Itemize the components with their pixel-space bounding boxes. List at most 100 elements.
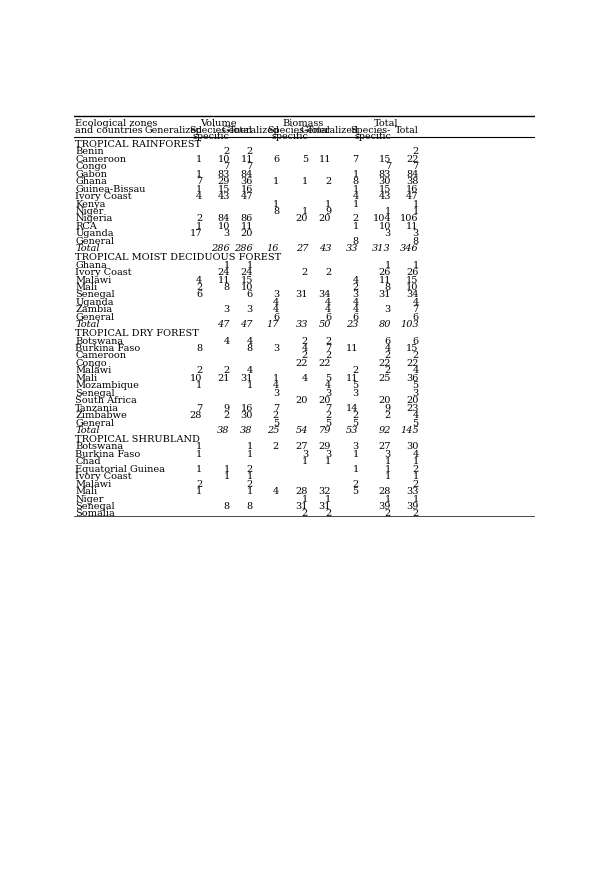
Text: 31: 31 — [241, 374, 253, 383]
Text: 79: 79 — [318, 426, 331, 435]
Text: 38: 38 — [241, 426, 253, 435]
Text: 2: 2 — [247, 480, 253, 488]
Text: 3: 3 — [352, 388, 359, 398]
Text: 11: 11 — [378, 275, 391, 284]
Text: 50: 50 — [318, 321, 331, 329]
Text: 1: 1 — [247, 381, 253, 390]
Text: 28: 28 — [190, 411, 202, 421]
Text: 1: 1 — [412, 261, 419, 269]
Text: 47: 47 — [406, 192, 419, 201]
Text: Ghana: Ghana — [75, 177, 107, 186]
Text: 2: 2 — [385, 351, 391, 361]
Text: TROPICAL DRY FOREST: TROPICAL DRY FOREST — [75, 329, 199, 338]
Text: 7: 7 — [352, 155, 359, 164]
Text: Uganda: Uganda — [75, 298, 113, 307]
Text: 1: 1 — [196, 442, 202, 451]
Text: 1: 1 — [352, 465, 359, 474]
Text: Species-: Species- — [268, 126, 308, 135]
Text: 286: 286 — [234, 244, 253, 254]
Text: 7: 7 — [196, 404, 202, 413]
Text: 346: 346 — [400, 244, 419, 254]
Text: 4: 4 — [412, 411, 419, 421]
Text: Botswana: Botswana — [75, 336, 124, 346]
Text: 4: 4 — [273, 488, 279, 496]
Text: 5: 5 — [302, 155, 308, 164]
Text: 34: 34 — [406, 290, 419, 300]
Text: 31: 31 — [296, 290, 308, 300]
Text: 3: 3 — [273, 290, 279, 300]
Text: 3: 3 — [325, 388, 331, 398]
Text: 43: 43 — [378, 192, 391, 201]
Text: 3: 3 — [352, 442, 359, 451]
Text: 3: 3 — [385, 229, 391, 238]
Text: 25: 25 — [378, 374, 391, 383]
Text: 17: 17 — [267, 321, 279, 329]
Text: 7: 7 — [247, 163, 253, 171]
Text: 11: 11 — [241, 155, 253, 164]
Text: Chad: Chad — [75, 457, 101, 467]
Text: 2: 2 — [196, 283, 202, 292]
Text: 6: 6 — [412, 336, 419, 346]
Text: 20: 20 — [296, 215, 308, 223]
Text: 28: 28 — [378, 488, 391, 496]
Text: 1: 1 — [196, 450, 202, 459]
Text: 2: 2 — [385, 411, 391, 421]
Text: 2: 2 — [352, 283, 359, 292]
Text: 1: 1 — [412, 200, 419, 209]
Text: 1: 1 — [196, 465, 202, 474]
Text: 2: 2 — [196, 367, 202, 375]
Text: 29: 29 — [319, 442, 331, 451]
Text: Total: Total — [307, 126, 331, 135]
Text: Nigeria: Nigeria — [75, 215, 112, 223]
Text: 22: 22 — [318, 359, 331, 368]
Text: 6: 6 — [385, 336, 391, 346]
Text: 2: 2 — [325, 411, 331, 421]
Text: 9: 9 — [385, 404, 391, 413]
Text: 1: 1 — [273, 374, 279, 383]
Text: 15: 15 — [378, 155, 391, 164]
Text: Total: Total — [374, 119, 399, 128]
Text: 4: 4 — [412, 298, 419, 307]
Text: 3: 3 — [273, 344, 279, 353]
Text: 47: 47 — [241, 192, 253, 201]
Text: 3: 3 — [412, 229, 419, 238]
Text: Burkina Faso: Burkina Faso — [75, 344, 140, 353]
Text: 3: 3 — [385, 305, 391, 315]
Text: 53: 53 — [346, 426, 359, 435]
Text: 7: 7 — [325, 404, 331, 413]
Text: RCA: RCA — [75, 222, 97, 231]
Text: 2: 2 — [247, 465, 253, 474]
Text: 84: 84 — [241, 169, 253, 179]
Text: 6: 6 — [273, 313, 279, 322]
Text: 286: 286 — [211, 244, 230, 254]
Text: 3: 3 — [385, 450, 391, 459]
Text: 80: 80 — [378, 321, 391, 329]
Text: 5: 5 — [412, 419, 419, 428]
Text: TROPICAL SHRUBLAND: TROPICAL SHRUBLAND — [75, 434, 200, 444]
Text: 1: 1 — [196, 488, 202, 496]
Text: Benin: Benin — [75, 148, 104, 156]
Text: 22: 22 — [406, 155, 419, 164]
Text: 20: 20 — [378, 396, 391, 405]
Text: 2: 2 — [325, 509, 331, 519]
Text: 2: 2 — [412, 480, 419, 488]
Text: 16: 16 — [267, 244, 279, 254]
Text: Tanzania: Tanzania — [75, 404, 119, 413]
Text: 3: 3 — [302, 450, 308, 459]
Text: 39: 39 — [406, 502, 419, 511]
Text: 32: 32 — [318, 488, 331, 496]
Text: 23: 23 — [346, 321, 359, 329]
Text: 4: 4 — [412, 450, 419, 459]
Text: 1: 1 — [352, 169, 359, 179]
Text: 31: 31 — [378, 290, 391, 300]
Text: 4: 4 — [247, 367, 253, 375]
Text: 36: 36 — [406, 374, 419, 383]
Text: 26: 26 — [406, 268, 419, 277]
Text: 7: 7 — [223, 163, 230, 171]
Text: 4: 4 — [352, 192, 359, 201]
Text: 31: 31 — [296, 502, 308, 511]
Text: 4: 4 — [352, 275, 359, 284]
Text: Mali: Mali — [75, 374, 97, 383]
Text: 7: 7 — [385, 163, 391, 171]
Text: 8: 8 — [247, 344, 253, 353]
